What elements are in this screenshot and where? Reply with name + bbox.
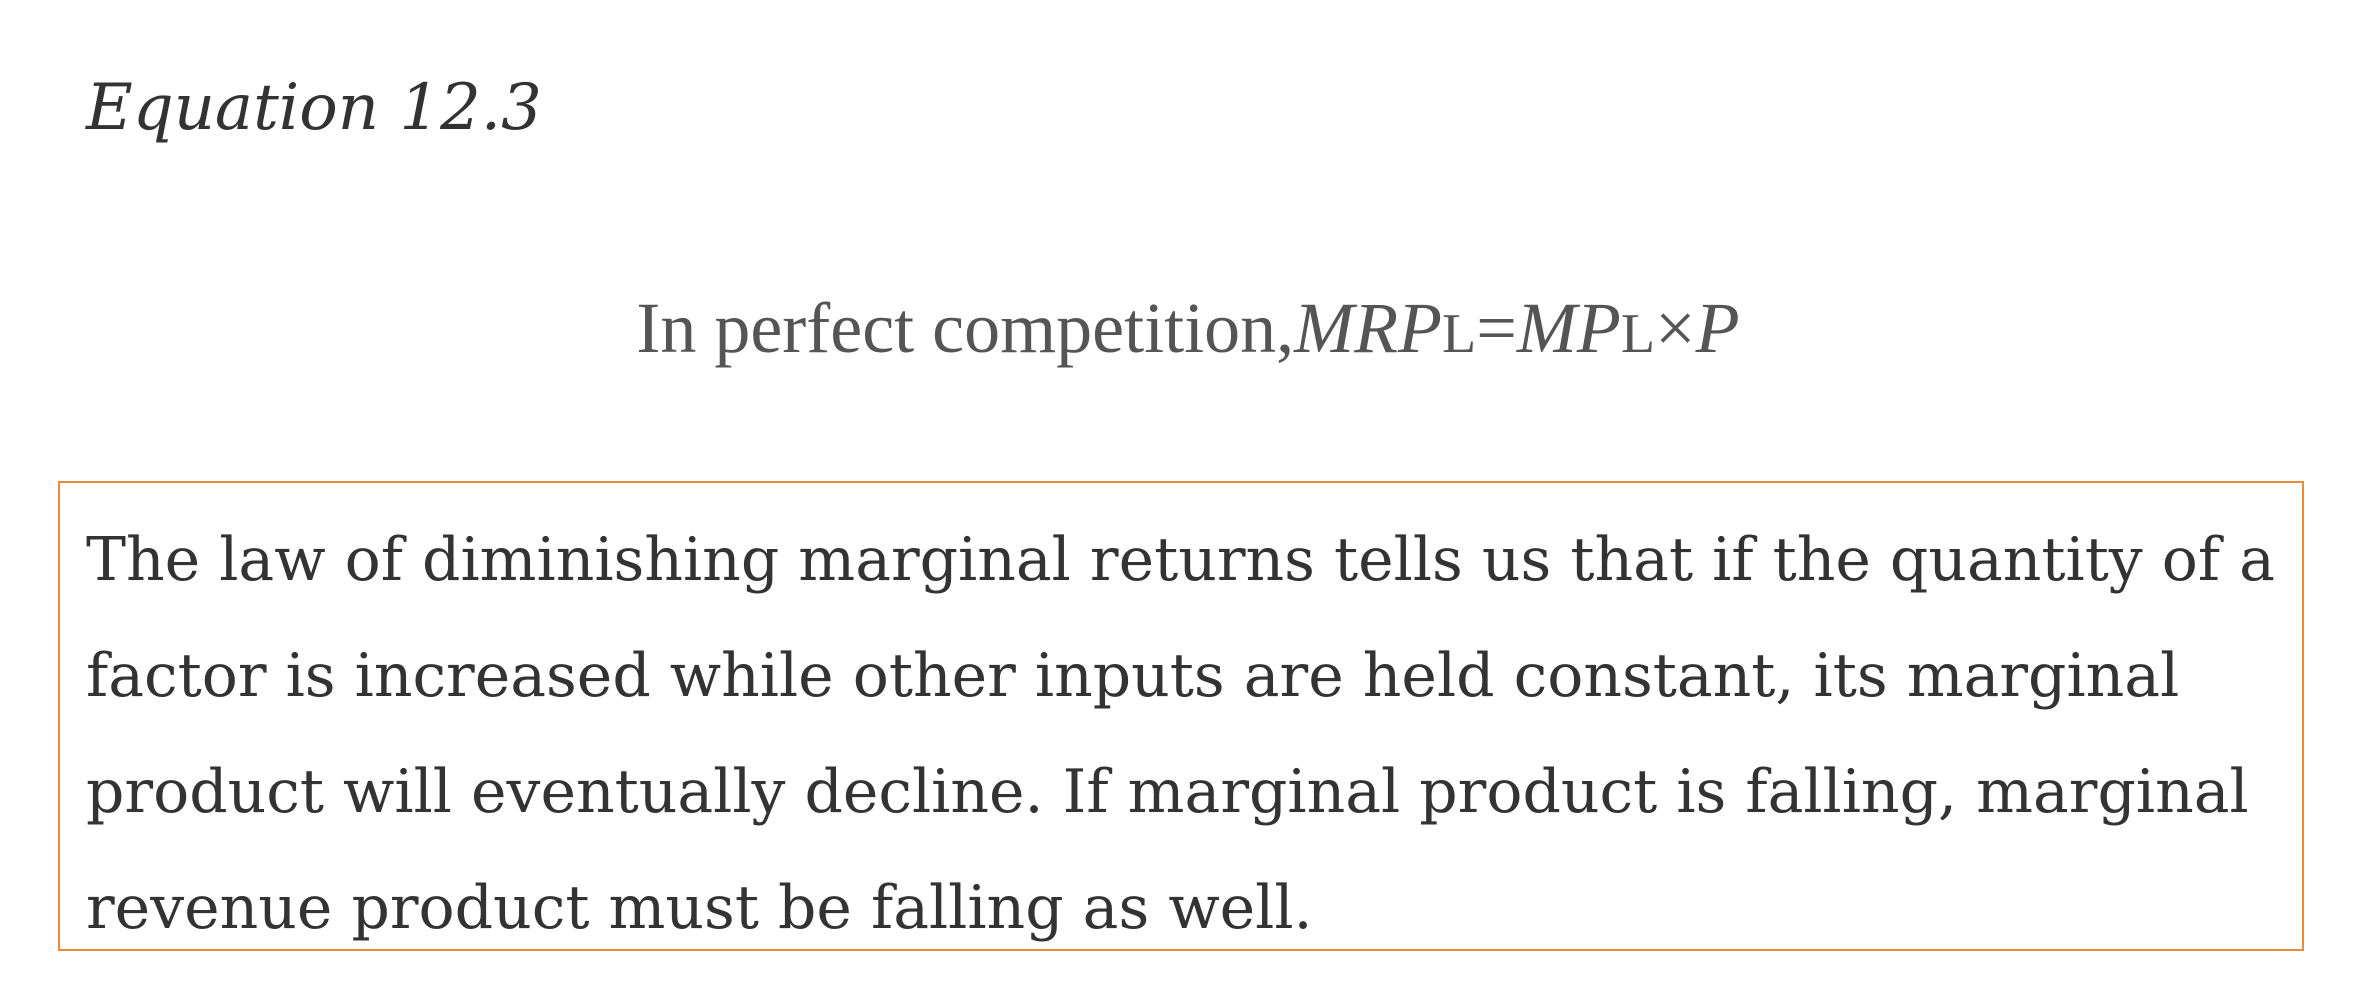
- highlight-note-line: revenue product must be falling as well.: [86, 873, 1313, 943]
- equation-prefix: In perfect competition: [636, 288, 1277, 368]
- equation-mrp-subscript: L: [1442, 303, 1477, 365]
- equation-equals: =: [1476, 288, 1517, 368]
- equation-p: P: [1695, 288, 1740, 368]
- equation-mp: MP: [1516, 288, 1621, 368]
- equation-mrp: MRP: [1294, 288, 1443, 368]
- equation-mp-subscript: L: [1620, 303, 1656, 365]
- equation-times: ×: [1655, 288, 1696, 368]
- highlight-note-line: factor is increased while other inputs a…: [86, 641, 2180, 711]
- highlight-note-line: The law of diminishing marginal returns …: [86, 525, 2275, 595]
- highlight-box: [58, 481, 2304, 951]
- highlight-note: The law of diminishing marginal returns …: [86, 502, 2276, 966]
- equation: In perfect competition,MRPL=MPL×P: [0, 285, 2376, 371]
- highlight-note-line: product will eventually decline. If marg…: [86, 757, 2249, 827]
- equation-label: Equation 12.3: [86, 71, 542, 145]
- equation-comma: ,: [1276, 288, 1295, 368]
